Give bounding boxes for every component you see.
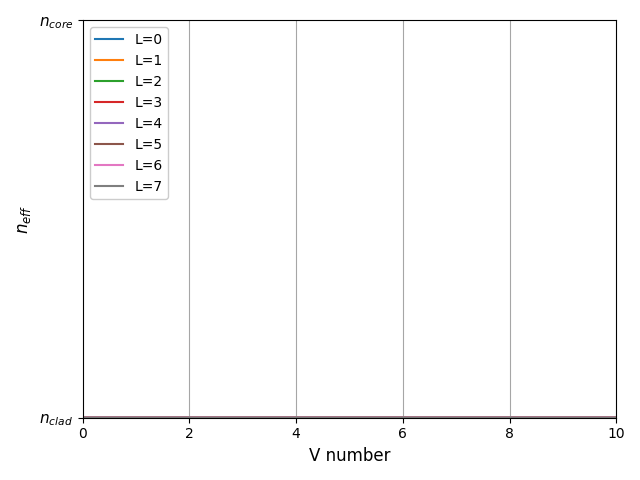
L=3 — [612, 415, 620, 420]
L=1 — [597, 415, 605, 420]
L=6 — [597, 415, 605, 420]
L=5 — [597, 415, 605, 420]
L=3 — [324, 415, 332, 420]
L=7 — [597, 415, 605, 420]
L=7 — [79, 415, 86, 420]
L=3 — [339, 415, 346, 420]
L=5 — [106, 415, 114, 420]
L=0 — [106, 415, 114, 420]
L=4 — [612, 415, 620, 420]
L=7 — [612, 415, 620, 420]
L=7 — [596, 415, 604, 420]
L=6 — [596, 415, 604, 420]
L=5 — [79, 415, 86, 420]
L=2 — [596, 415, 604, 420]
X-axis label: V number: V number — [308, 447, 390, 465]
L=1 — [339, 415, 346, 420]
L=5 — [596, 415, 604, 420]
L=6 — [79, 415, 86, 420]
L=4 — [79, 415, 86, 420]
L=0 — [339, 415, 346, 420]
L=3 — [79, 415, 86, 420]
L=2 — [324, 415, 332, 420]
L=5 — [324, 415, 332, 420]
Y-axis label: $n_{eff}$: $n_{eff}$ — [15, 204, 33, 234]
L=4 — [597, 415, 605, 420]
L=0 — [324, 415, 332, 420]
L=6 — [339, 415, 346, 420]
L=0 — [597, 415, 605, 420]
L=1 — [596, 415, 604, 420]
L=4 — [106, 415, 114, 420]
L=4 — [596, 415, 604, 420]
L=2 — [597, 415, 605, 420]
Legend: L=0, L=1, L=2, L=3, L=4, L=5, L=6, L=7: L=0, L=1, L=2, L=3, L=4, L=5, L=6, L=7 — [90, 27, 168, 199]
L=7 — [324, 415, 332, 420]
L=3 — [106, 415, 114, 420]
L=1 — [324, 415, 332, 420]
L=6 — [324, 415, 332, 420]
L=2 — [79, 415, 86, 420]
L=0 — [596, 415, 604, 420]
L=0 — [612, 415, 620, 420]
L=1 — [79, 415, 86, 420]
L=2 — [499, 415, 507, 420]
L=4 — [339, 415, 346, 420]
L=7 — [499, 415, 507, 420]
L=3 — [596, 415, 604, 420]
L=3 — [597, 415, 605, 420]
L=5 — [339, 415, 346, 420]
L=2 — [612, 415, 620, 420]
L=5 — [499, 415, 507, 420]
L=5 — [612, 415, 620, 420]
L=4 — [324, 415, 332, 420]
L=6 — [499, 415, 507, 420]
L=6 — [106, 415, 114, 420]
L=6 — [612, 415, 620, 420]
L=0 — [79, 415, 86, 420]
L=0 — [499, 415, 507, 420]
L=7 — [106, 415, 114, 420]
L=1 — [106, 415, 114, 420]
L=2 — [106, 415, 114, 420]
L=7 — [339, 415, 346, 420]
L=1 — [499, 415, 507, 420]
L=4 — [499, 415, 507, 420]
L=3 — [499, 415, 507, 420]
L=2 — [339, 415, 346, 420]
L=1 — [612, 415, 620, 420]
